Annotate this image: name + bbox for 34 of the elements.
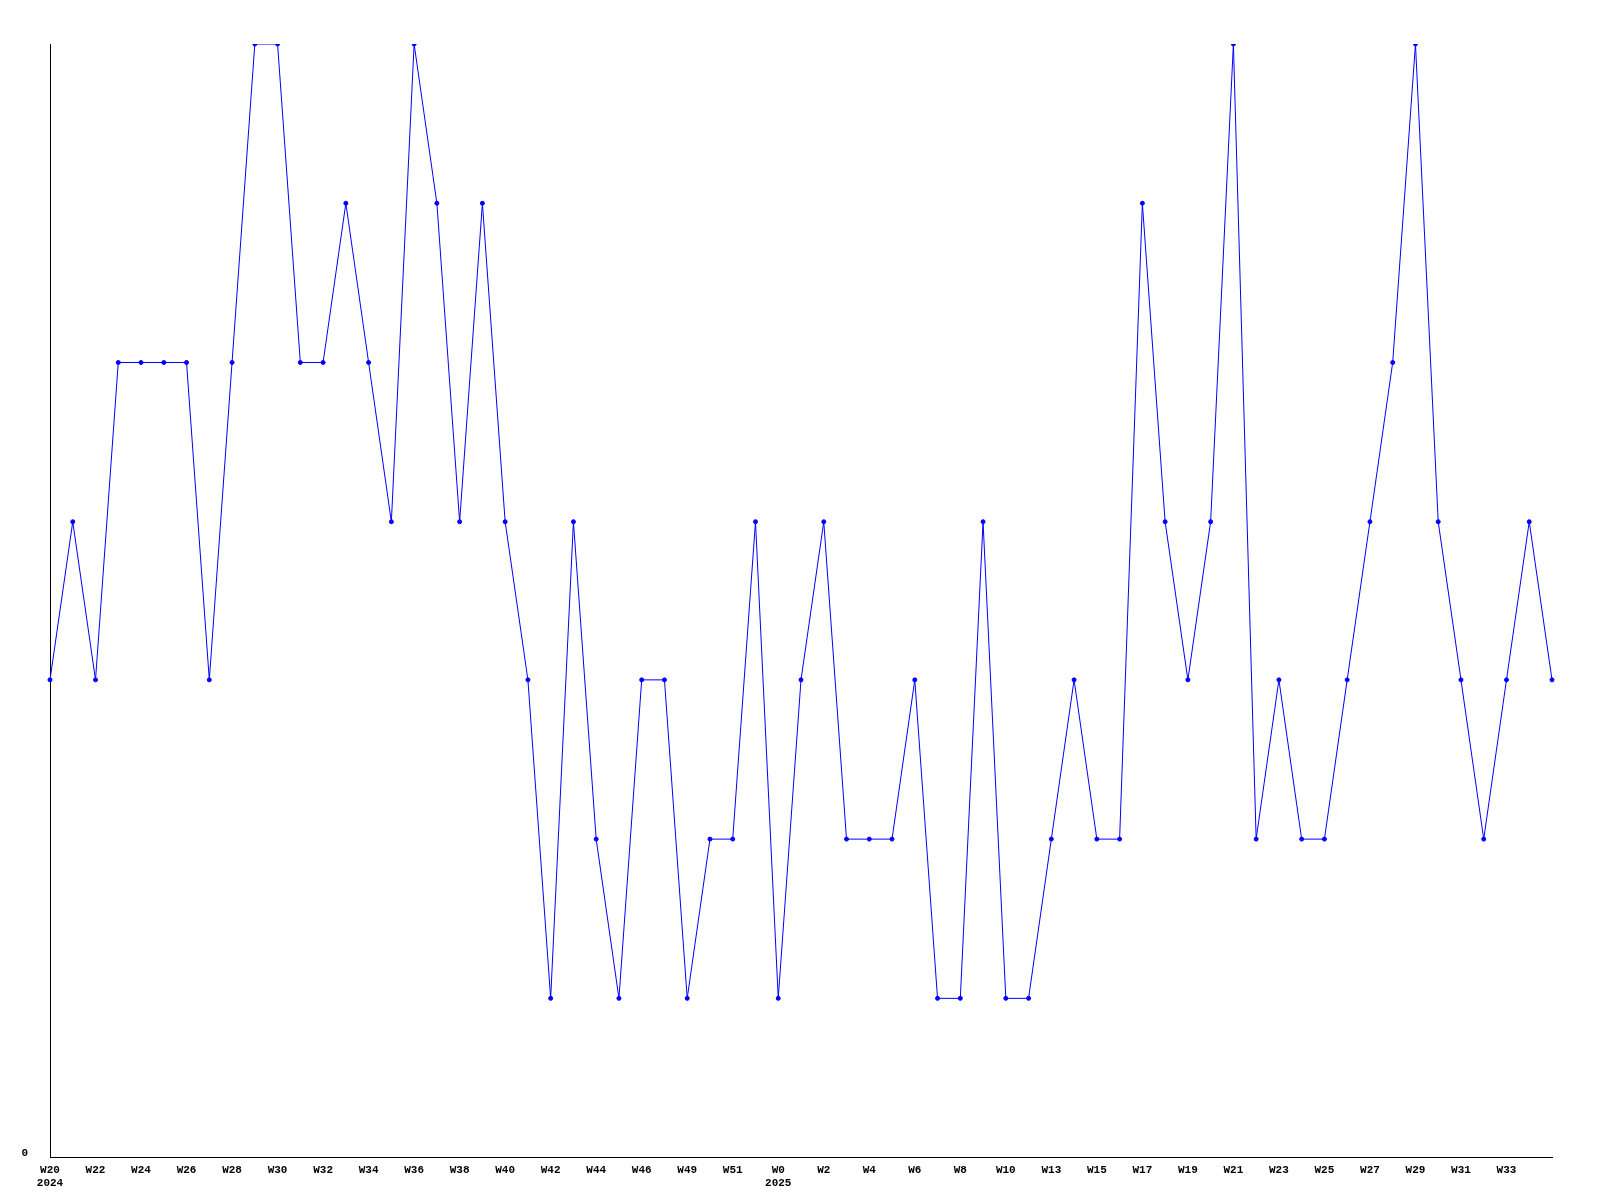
x-tick-label: W51 (722, 1163, 744, 1176)
x-tick-label: W4 (862, 1163, 877, 1176)
x-tick-label: W49 (677, 1163, 698, 1176)
x-tick-label: W0 2025 (765, 1163, 792, 1190)
x-tick-label: W33 (1496, 1163, 1517, 1176)
x-tick-label: W34 (358, 1163, 379, 1176)
x-tick-label: W19 (1177, 1163, 1198, 1176)
x-tick-label: W22 (85, 1163, 106, 1176)
x-tick-label: W28 (222, 1163, 243, 1176)
x-tick-label: W20 2024 (36, 1163, 64, 1190)
x-tick-label: W17 (1132, 1163, 1153, 1176)
x-tick-label: W15 (1086, 1163, 1108, 1176)
x-tick-label: W26 (176, 1163, 197, 1176)
x-tick-label: W31 (1451, 1163, 1472, 1176)
x-tick-label: W46 (631, 1163, 652, 1176)
x-tick-label: W40 (495, 1163, 516, 1176)
x-tick-label: W24 (131, 1163, 152, 1176)
x-tick-label: W30 (267, 1163, 288, 1176)
x-tick-label: W42 (540, 1163, 561, 1176)
x-tick-label: W38 (449, 1163, 470, 1176)
x-tick-label: W6 (908, 1163, 922, 1176)
text: 0 (21, 1147, 28, 1160)
x-tick-label: W13 (1041, 1163, 1062, 1176)
x-tick-label: W32 (313, 1163, 333, 1176)
x-tick-label: W27 (1360, 1163, 1380, 1176)
x-tick-label: W21 (1223, 1163, 1244, 1176)
x-tick-label: W2 (817, 1163, 831, 1176)
x-tick-label: W25 (1314, 1163, 1335, 1176)
x-tick-label: W44 (586, 1163, 607, 1176)
x-tick-label: W36 (404, 1163, 425, 1176)
x-tick-label: W23 (1269, 1163, 1290, 1176)
x-tick-label: W29 (1405, 1163, 1426, 1176)
x-tick-label: W10 (995, 1163, 1016, 1176)
x-tick-label: W8 (953, 1163, 968, 1176)
